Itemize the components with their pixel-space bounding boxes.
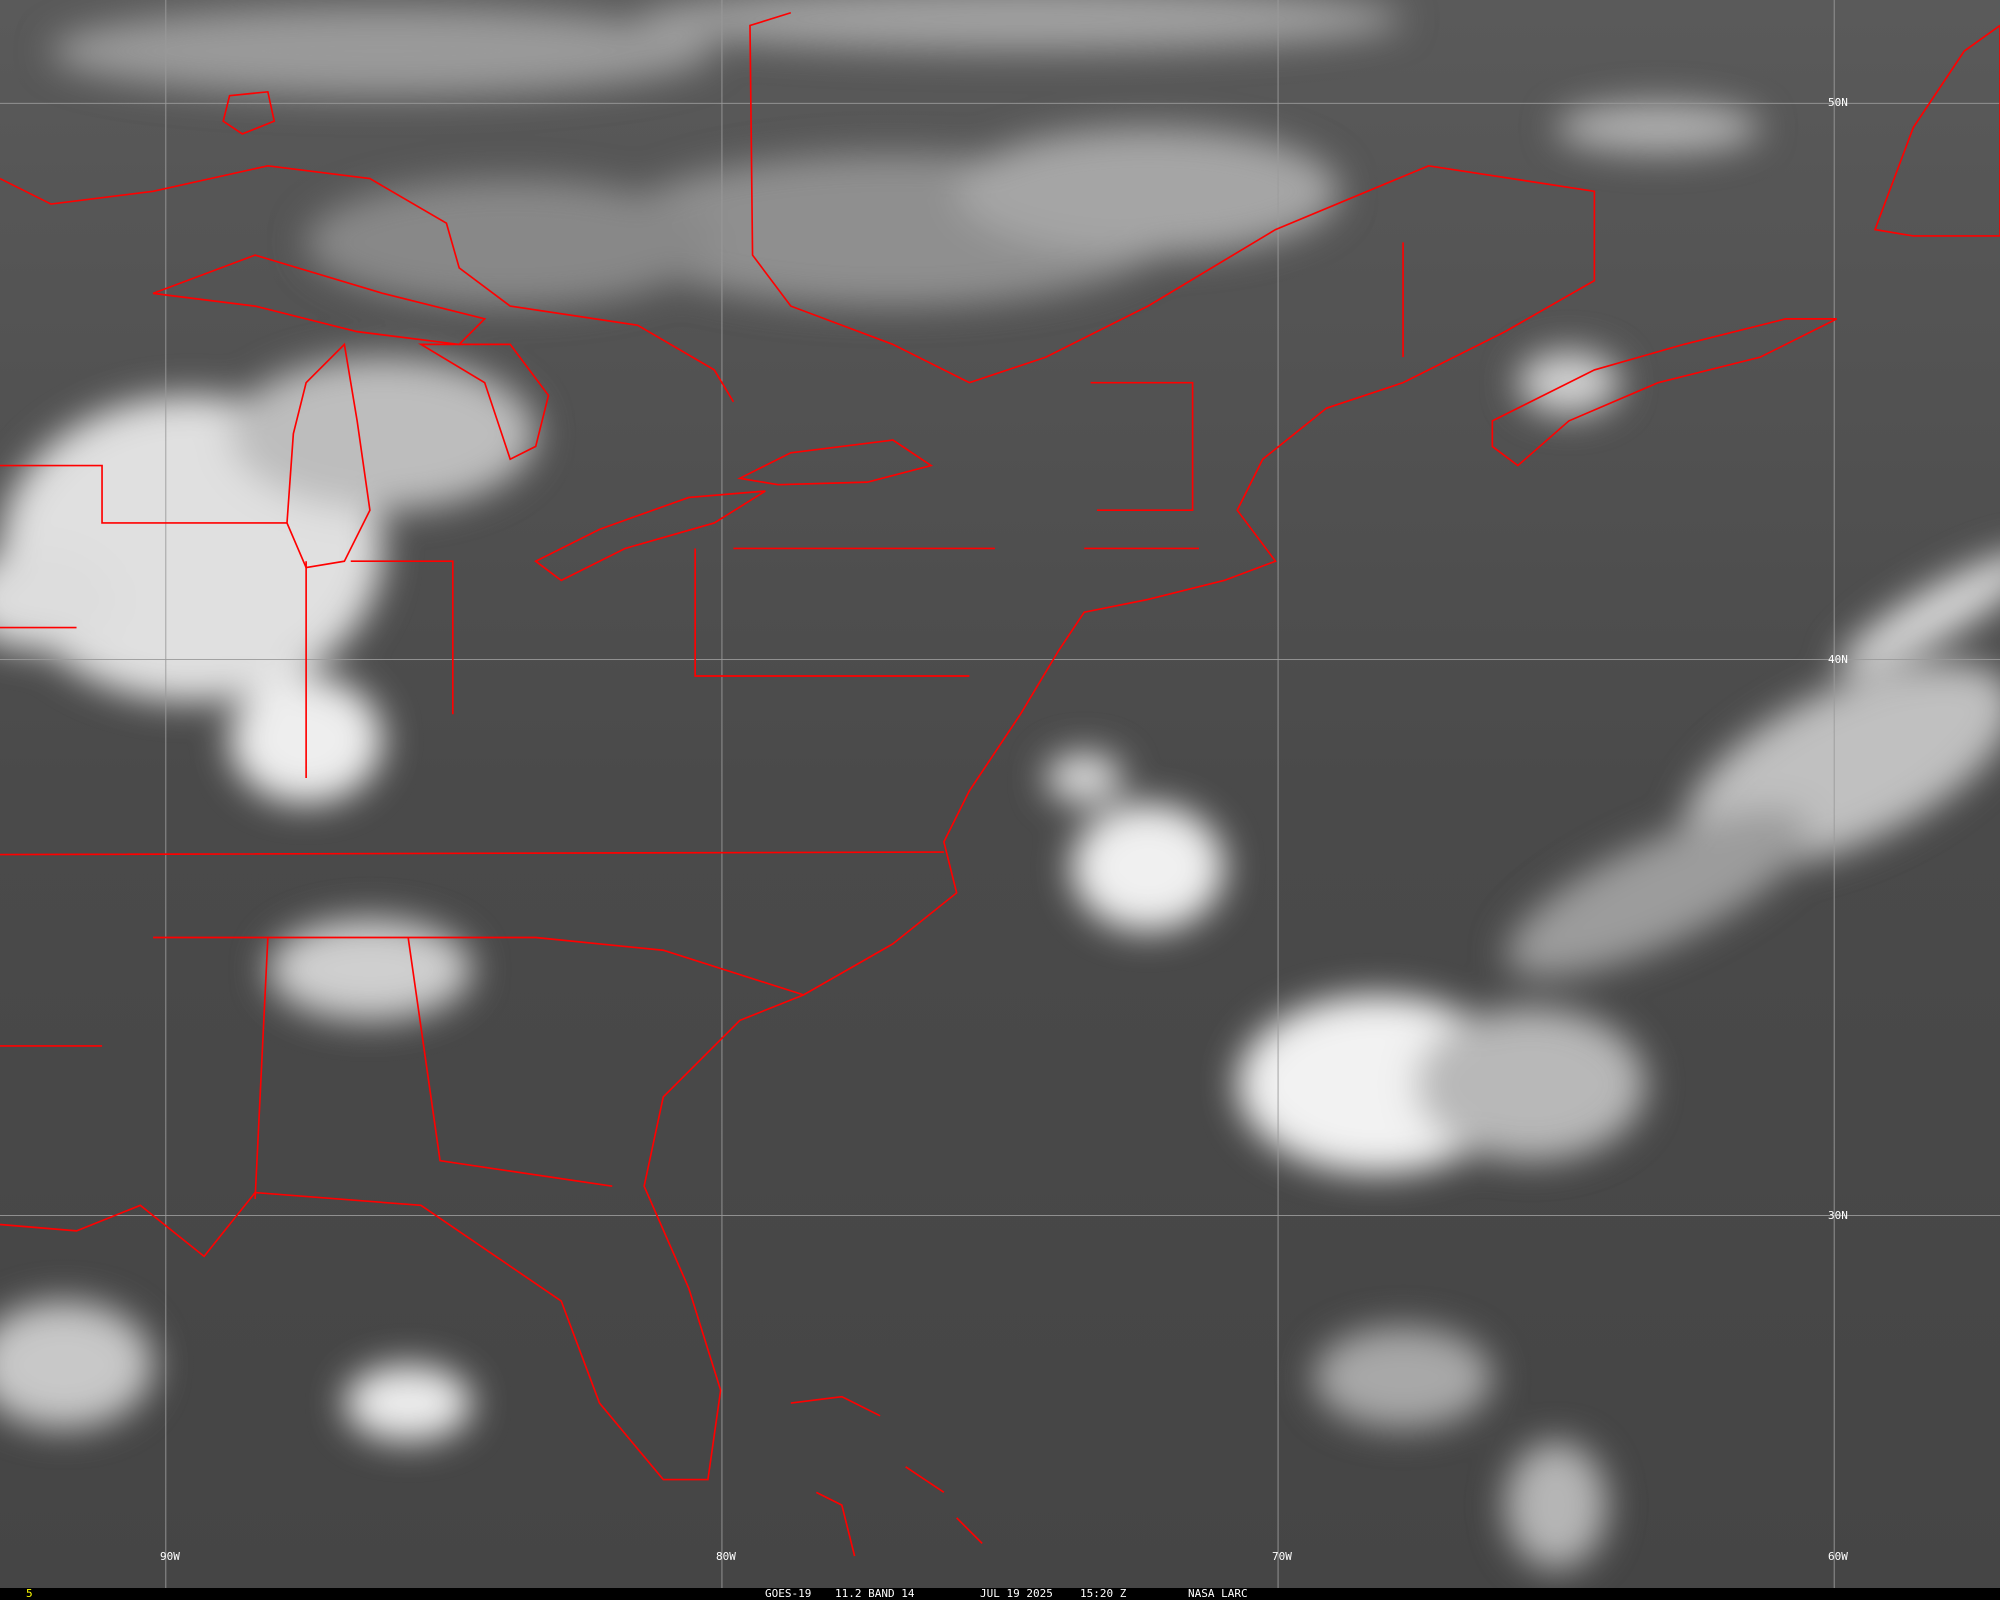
lon-label-80w: 80W (716, 1550, 736, 1563)
lon-label-70w: 70W (1272, 1550, 1292, 1563)
frame-number: 5 (26, 1587, 33, 1600)
lake-michigan (286, 342, 371, 569)
lat-label-40n: 40N (1828, 653, 1848, 666)
lake-winnipeg-area (222, 90, 276, 135)
source-label: NASA LARC (1188, 1587, 1248, 1600)
lake-erie (534, 490, 766, 582)
lon-label-60w: 60W (1828, 1550, 1848, 1563)
lat-label-50n: 50N (1828, 96, 1848, 109)
satellite-name: GOES-19 (765, 1587, 812, 1600)
band-label: 11.2 BAND 14 (835, 1587, 915, 1600)
lon-label-90w: 90W (160, 1550, 180, 1563)
lake-superior (152, 254, 487, 346)
lat-label-30n: 30N (1828, 1209, 1848, 1222)
coastline-east (0, 11, 1596, 1481)
date-label: JUL 19 2025 (980, 1587, 1053, 1600)
lake-ontario (737, 439, 934, 486)
nova-scotia (1491, 318, 1838, 467)
bahamas (790, 1395, 983, 1557)
great-lakes-north-shore (0, 164, 735, 403)
caption-bar: 5 GOES-19 11.2 BAND 14 JUL 19 2025 15:20… (0, 1588, 2000, 1600)
newfoundland (1873, 24, 2000, 237)
state-lines (0, 242, 1404, 1200)
lake-huron (417, 343, 550, 461)
political-boundaries (0, 11, 2000, 1557)
time-label: 15:20 Z (1080, 1587, 1127, 1600)
